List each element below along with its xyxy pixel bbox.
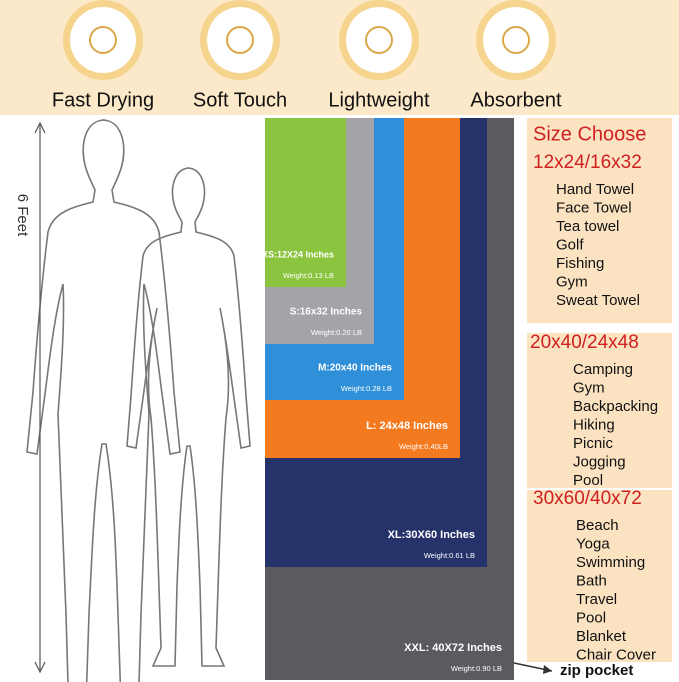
feature-label: Absorbent: [470, 89, 562, 111]
guide-item: Gym: [573, 379, 605, 396]
guide-item: Sweat Towel: [556, 292, 640, 309]
size-name: XL:30X60 Inches: [388, 529, 475, 541]
size-weight: Weight:0.20 LB: [311, 328, 362, 337]
icon-glyph: [365, 26, 393, 54]
height-label: 6 Feet: [14, 194, 31, 237]
guide-item: Beach: [576, 517, 619, 534]
zip-label: zip pocket: [560, 662, 633, 679]
guide-item: Chair Cover: [576, 646, 656, 663]
icon-glyph: [226, 26, 254, 54]
guide-item: Pool: [573, 472, 603, 489]
guide-item: Gym: [556, 273, 588, 290]
guide-item: Travel: [576, 591, 617, 608]
female-silhouette: [126, 167, 251, 667]
guide-item: Jogging: [573, 453, 626, 470]
size-weight: Weight:0.40LB: [399, 442, 448, 451]
guide-heading: 30x60/40x72: [533, 488, 642, 509]
features: Fast Drying Soft Touch Lightweight Absorben…: [52, 0, 562, 111]
size-name: S:16x32 Inches: [290, 307, 363, 318]
icon-glyph: [502, 26, 530, 54]
guide-box: [527, 333, 672, 488]
silhouettes: [26, 119, 251, 682]
height-arrow: [34, 121, 46, 674]
size-name: M:20x40 Inches: [318, 363, 392, 374]
size-weight: Weight:0.61 LB: [424, 551, 475, 560]
guide-item: Face Towel: [556, 199, 632, 216]
guide-item: Camping: [573, 361, 633, 378]
guide-heading: 20x40/24x48: [530, 332, 639, 353]
feature-label: Lightweight: [328, 89, 430, 111]
size-name: XXL: 40X72 Inches: [404, 642, 502, 654]
icon-circle: [70, 7, 136, 73]
guide-item: Swimming: [576, 554, 645, 571]
icon-circle: [207, 7, 273, 73]
size-weight: Weight:0.13 LB: [283, 271, 334, 280]
size-name: XS:12X24 Inches: [262, 249, 334, 259]
guide-box: [527, 490, 672, 662]
icon-circle: [346, 7, 412, 73]
guide-item: Backpacking: [573, 398, 658, 415]
size-weight: Weight:0.28 LB: [341, 384, 392, 393]
zip-arrowhead: [543, 665, 552, 674]
male-silhouette: [26, 119, 181, 682]
size-name: L: 24x48 Inches: [366, 420, 448, 432]
guide-item: Fishing: [556, 255, 604, 272]
guide-item: Golf: [556, 236, 584, 253]
guide-item: Yoga: [576, 535, 610, 552]
guide-item: Blanket: [576, 628, 627, 645]
towel-sizes: XXL: 40X72 Inches Weight:0.90 LB XL:30X60 …: [262, 118, 514, 680]
icon-circle: [483, 7, 549, 73]
guide-item: Hiking: [573, 416, 615, 433]
guide-box: [527, 118, 672, 323]
guide-item: Tea towel: [556, 218, 619, 235]
feature-label: Soft Touch: [193, 89, 287, 111]
guide-item: Pool: [576, 609, 606, 626]
feature-label: Fast Drying: [52, 89, 154, 111]
towel: [265, 118, 346, 287]
guide-heading: 12x24/16x32: [533, 152, 642, 173]
guide-item: Picnic: [573, 435, 614, 452]
guide-title: Size Choose: [533, 123, 646, 145]
guide-item: Bath: [576, 572, 607, 589]
icon-glyph: [89, 26, 117, 54]
guide-item: Hand Towel: [556, 181, 634, 198]
size-weight: Weight:0.90 LB: [451, 664, 502, 673]
